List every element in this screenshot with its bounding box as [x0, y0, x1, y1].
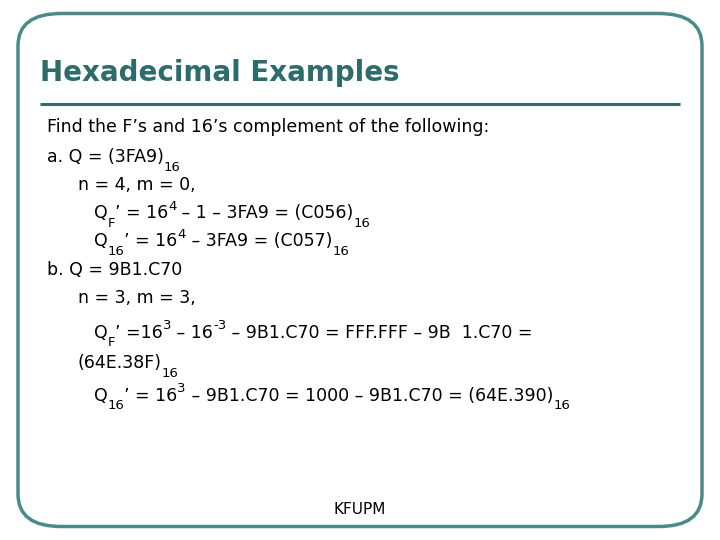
Text: Q: Q — [94, 204, 107, 222]
Text: – 9B1.C70 = 1000 – 9B1.C70 = (64E.390): – 9B1.C70 = 1000 – 9B1.C70 = (64E.390) — [186, 387, 554, 404]
Text: F: F — [107, 217, 115, 230]
Text: 16: 16 — [554, 399, 570, 413]
Text: – 3FA9 = (C057): – 3FA9 = (C057) — [186, 232, 332, 250]
Text: 3: 3 — [163, 319, 171, 332]
Text: F: F — [107, 336, 115, 349]
Text: 16: 16 — [107, 245, 125, 258]
Text: b. Q = 9B1.C70: b. Q = 9B1.C70 — [47, 261, 182, 279]
Text: 4: 4 — [168, 199, 176, 213]
Text: – 1 – 3FA9 = (C056): – 1 – 3FA9 = (C056) — [176, 204, 354, 222]
Text: 16: 16 — [107, 399, 125, 413]
Text: Find the F’s and 16’s complement of the following:: Find the F’s and 16’s complement of the … — [47, 118, 489, 136]
Text: Q: Q — [94, 323, 107, 341]
FancyBboxPatch shape — [18, 14, 702, 526]
Text: n = 3, m = 3,: n = 3, m = 3, — [78, 289, 196, 307]
Text: – 9B1.C70 = FFF.FFF – 9B  1.C70 =: – 9B1.C70 = FFF.FFF – 9B 1.C70 = — [226, 323, 533, 341]
Text: -3: -3 — [213, 319, 226, 332]
Text: Q: Q — [94, 232, 107, 250]
Text: (64E.38F): (64E.38F) — [78, 354, 162, 372]
Text: n = 4, m = 0,: n = 4, m = 0, — [78, 176, 195, 194]
Text: 16: 16 — [163, 160, 181, 174]
Text: 4: 4 — [177, 227, 186, 241]
Text: KFUPM: KFUPM — [334, 502, 386, 517]
Text: ’ =16: ’ =16 — [115, 323, 163, 341]
Text: 16: 16 — [162, 367, 179, 380]
Text: a. Q = (3FA9): a. Q = (3FA9) — [47, 148, 163, 166]
Text: ’ = 16: ’ = 16 — [115, 204, 168, 222]
Text: 3: 3 — [177, 382, 186, 395]
Text: 16: 16 — [354, 217, 371, 230]
Text: 16: 16 — [332, 245, 349, 258]
Text: ’ = 16: ’ = 16 — [125, 232, 177, 250]
Text: – 16: – 16 — [171, 323, 213, 341]
Text: Q: Q — [94, 387, 107, 404]
Text: ’ = 16: ’ = 16 — [125, 387, 177, 404]
Text: Hexadecimal Examples: Hexadecimal Examples — [40, 59, 399, 87]
